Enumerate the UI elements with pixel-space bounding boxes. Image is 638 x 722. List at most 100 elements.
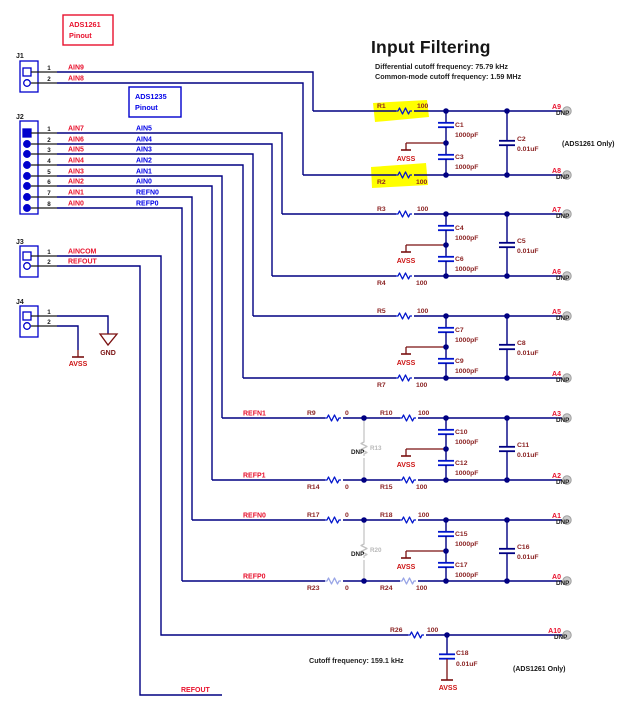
avss-label: AVSS bbox=[397, 360, 416, 367]
resistor-value: 0 bbox=[345, 484, 349, 491]
net-label-blue: AIN2 bbox=[136, 158, 152, 165]
junction-dot bbox=[443, 375, 449, 381]
resistor-symbol bbox=[396, 107, 412, 115]
capacitor-ref: C3 bbox=[455, 154, 464, 161]
connector-box-j1 bbox=[19, 60, 39, 93]
pin-number: 1 bbox=[47, 65, 51, 72]
wire bbox=[57, 196, 193, 520]
resistor-symbol bbox=[325, 516, 341, 524]
resistor-value: 100 bbox=[416, 280, 428, 287]
junction-dot bbox=[361, 578, 367, 584]
dnp-label: DNP bbox=[556, 315, 569, 322]
net-label-blue: REFP0 bbox=[136, 201, 159, 208]
pin-round-pad bbox=[23, 204, 31, 212]
wire bbox=[57, 175, 223, 418]
dnp-resistor-symbol bbox=[360, 542, 368, 558]
capacitor-ref: C12 bbox=[455, 460, 468, 467]
dnp-pad-circle bbox=[562, 170, 572, 180]
capacitor-ref: C6 bbox=[455, 256, 464, 263]
net-label-blue: REFN0 bbox=[136, 190, 159, 197]
net-label-red: AIN5 bbox=[68, 147, 84, 154]
dnp-resistor-ref: R13 bbox=[370, 445, 382, 452]
resistor-value: 0 bbox=[345, 410, 349, 417]
dnp-label: DNP bbox=[556, 110, 569, 117]
net-label-blue: AIN1 bbox=[136, 169, 152, 176]
resistor-ref: R18 bbox=[380, 512, 393, 519]
pin-number: 8 bbox=[47, 201, 51, 208]
ref-net-label: REFP0 bbox=[243, 574, 266, 581]
output-pin-label: A3 bbox=[552, 411, 561, 418]
resistor-ref: R17 bbox=[307, 512, 320, 519]
capacitor-value: 1000pF bbox=[455, 266, 478, 273]
output-pin-label: A5 bbox=[552, 309, 561, 316]
dnp-pad-circle bbox=[562, 630, 572, 640]
dnp-label: DNP bbox=[556, 174, 569, 181]
junction-dot bbox=[443, 415, 449, 421]
resistor-symbol bbox=[400, 516, 416, 524]
dnp-label: DNP bbox=[556, 377, 569, 384]
cutoff-frequency-note: Cutoff frequency: 159.1 kHz bbox=[309, 656, 404, 665]
resistor-ref: R26 bbox=[390, 627, 403, 634]
wire bbox=[57, 82, 304, 175]
junction-dot bbox=[443, 477, 449, 483]
capacitor-value: 1000pF bbox=[455, 235, 478, 242]
resistor-ref: R4 bbox=[377, 280, 386, 287]
dnp-label: DNP bbox=[556, 275, 569, 282]
dnp-label: DNP bbox=[556, 213, 569, 220]
resistor-symbol bbox=[396, 210, 412, 218]
wire bbox=[57, 265, 222, 696]
net-label-red: AIN9 bbox=[68, 65, 84, 72]
gnd-label: GND bbox=[100, 350, 116, 357]
net-label-red: AIN7 bbox=[68, 126, 84, 133]
wire bbox=[57, 315, 109, 334]
resistor-symbol bbox=[400, 476, 416, 484]
connector-box-j3 bbox=[19, 245, 39, 278]
net-label-red: AIN6 bbox=[68, 137, 84, 144]
resistor-ref: R24 bbox=[380, 585, 393, 592]
highlight-r2 bbox=[371, 163, 428, 188]
avss-label: AVSS bbox=[397, 564, 416, 571]
connector-ref: J2 bbox=[16, 114, 24, 121]
dnp-pad-circle bbox=[562, 413, 572, 423]
avss-label: AVSS bbox=[397, 462, 416, 469]
net-label-red: AIN3 bbox=[68, 169, 84, 176]
dnp-pad-circle bbox=[562, 576, 572, 586]
capacitor-value: 0.01uF bbox=[456, 661, 478, 668]
net-label-red: AINCOM bbox=[68, 249, 97, 256]
resistor-value: 100 bbox=[427, 627, 439, 634]
resistor-symbol bbox=[325, 577, 341, 585]
wire bbox=[57, 325, 79, 350]
resistor-symbol bbox=[325, 476, 341, 484]
ads1235-device-label: ADS1235 bbox=[135, 92, 167, 101]
pin-round-pad bbox=[23, 322, 31, 330]
output-pin-label: A9 bbox=[552, 104, 561, 111]
capacitor-value: 1000pF bbox=[455, 572, 478, 579]
connector-ref: J4 bbox=[16, 299, 24, 306]
net-label-red: AIN8 bbox=[68, 76, 84, 83]
resistor-symbol bbox=[396, 374, 412, 382]
resistor-symbol bbox=[396, 171, 412, 179]
junction-dot bbox=[443, 273, 449, 279]
pin-number: 3 bbox=[47, 147, 51, 154]
pin-round-pad bbox=[23, 79, 31, 87]
ref-net-label: REFN1 bbox=[243, 411, 266, 418]
dnp-pad-circle bbox=[562, 106, 572, 116]
capacitor-value: 1000pF bbox=[455, 470, 478, 477]
pin-number: 2 bbox=[47, 137, 51, 144]
junction-dot bbox=[443, 108, 449, 114]
pin-round-pad bbox=[23, 193, 31, 201]
junction-dot bbox=[443, 211, 449, 217]
junction-dot bbox=[361, 415, 367, 421]
capacitor-value: 0.01uF bbox=[517, 350, 539, 357]
junction-dot bbox=[443, 344, 449, 350]
wire bbox=[57, 71, 314, 111]
dnp-label: DNP bbox=[556, 417, 569, 424]
capacitor-value: 1000pF bbox=[455, 439, 478, 446]
avss-label: AVSS bbox=[69, 361, 88, 368]
junction-dot bbox=[361, 517, 367, 523]
resistor-value: 0 bbox=[345, 512, 349, 519]
dnp-pad-circle bbox=[562, 209, 572, 219]
net-label-blue: AIN4 bbox=[136, 137, 152, 144]
net-label-blue: AIN5 bbox=[136, 126, 152, 133]
pin-round-pad bbox=[23, 172, 31, 180]
